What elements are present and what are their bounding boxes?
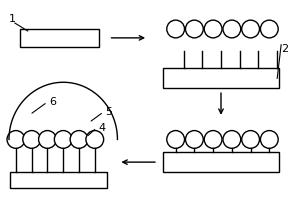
Circle shape (167, 131, 184, 148)
Circle shape (260, 131, 278, 148)
Circle shape (204, 20, 222, 38)
Circle shape (242, 20, 260, 38)
Circle shape (204, 131, 222, 148)
Text: 1: 1 (8, 14, 15, 24)
Text: 6: 6 (50, 97, 56, 107)
Bar (163, 152, 279, 172)
Circle shape (185, 20, 203, 38)
Bar (20, 29, 99, 47)
Circle shape (223, 131, 241, 148)
Circle shape (54, 131, 72, 148)
Circle shape (23, 131, 40, 148)
Bar (10, 172, 106, 188)
Circle shape (260, 20, 278, 38)
Circle shape (86, 131, 104, 148)
Circle shape (70, 131, 88, 148)
Circle shape (223, 20, 241, 38)
Circle shape (185, 131, 203, 148)
Circle shape (39, 131, 56, 148)
Text: 5: 5 (106, 107, 112, 117)
Text: 2: 2 (281, 44, 289, 54)
Circle shape (7, 131, 25, 148)
Circle shape (242, 131, 260, 148)
Text: 4: 4 (99, 123, 106, 133)
Bar (163, 68, 279, 88)
Circle shape (167, 20, 184, 38)
